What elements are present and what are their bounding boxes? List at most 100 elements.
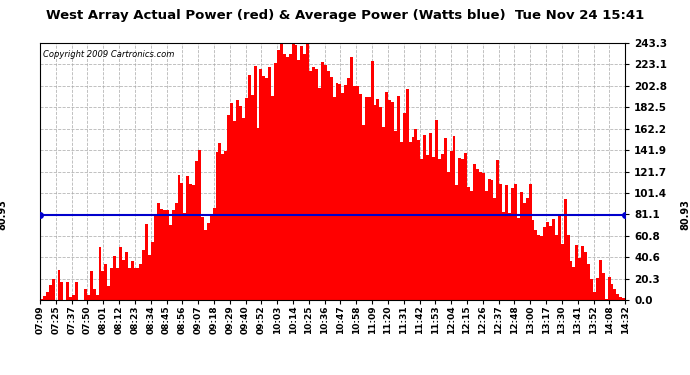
Bar <box>394 130 397 300</box>
Text: West Array Actual Power (red) & Average Power (Watts blue)  Tue Nov 24 15:41: West Array Actual Power (red) & Average … <box>46 9 644 22</box>
Bar <box>622 298 625 300</box>
Bar <box>184 213 186 300</box>
Bar <box>128 268 130 300</box>
Bar <box>353 86 356 300</box>
Bar <box>130 261 134 300</box>
Bar <box>250 95 254 300</box>
Bar <box>49 285 52 300</box>
Bar <box>584 252 587 300</box>
Bar <box>198 150 201 300</box>
Bar <box>122 260 125 300</box>
Bar <box>411 137 415 300</box>
Bar <box>134 268 137 300</box>
Bar <box>265 78 268 300</box>
Bar <box>125 252 128 300</box>
Bar <box>356 86 359 300</box>
Bar <box>373 105 377 300</box>
Bar <box>420 159 423 300</box>
Bar <box>538 235 540 300</box>
Bar <box>408 142 411 300</box>
Text: 80.93: 80.93 <box>0 199 7 230</box>
Bar <box>500 184 502 300</box>
Bar <box>446 172 450 300</box>
Bar <box>195 161 198 300</box>
Bar <box>104 264 108 300</box>
Text: Copyright 2009 Cartronics.com: Copyright 2009 Cartronics.com <box>43 50 175 58</box>
Bar <box>362 125 365 300</box>
Bar <box>192 185 195 300</box>
Bar <box>453 136 455 300</box>
Bar <box>245 98 248 300</box>
Bar <box>87 294 90 300</box>
Bar <box>277 50 280 300</box>
Bar <box>593 292 596 300</box>
Bar <box>306 42 309 300</box>
Bar <box>470 190 473 300</box>
Bar <box>157 203 160 300</box>
Bar <box>377 99 380 300</box>
Bar <box>315 69 318 300</box>
Bar <box>151 242 154 300</box>
Bar <box>271 96 274 300</box>
Bar <box>268 67 271 300</box>
Bar <box>169 225 172 300</box>
Bar <box>558 214 561 300</box>
Bar <box>213 208 215 300</box>
Bar <box>224 151 227 300</box>
Bar <box>365 97 368 300</box>
Bar <box>476 169 479 300</box>
Bar <box>338 84 342 300</box>
Bar <box>160 209 163 300</box>
Bar <box>587 264 590 300</box>
Bar <box>347 78 350 300</box>
Bar <box>204 230 207 300</box>
Bar <box>181 183 184 300</box>
Bar <box>312 66 315 300</box>
Bar <box>166 210 169 300</box>
Bar <box>61 282 63 300</box>
Bar <box>101 271 104 300</box>
Bar <box>616 294 620 300</box>
Bar <box>581 246 584 300</box>
Bar <box>488 179 491 300</box>
Bar <box>529 184 531 300</box>
Bar <box>321 62 324 300</box>
Bar <box>189 184 192 300</box>
Bar <box>318 88 321 300</box>
Bar <box>90 272 92 300</box>
Bar <box>578 258 581 300</box>
Bar <box>505 185 508 300</box>
Bar <box>564 199 566 300</box>
Bar <box>415 129 417 300</box>
Bar <box>397 96 400 300</box>
Bar <box>423 135 426 300</box>
Bar <box>604 299 608 300</box>
Bar <box>259 69 262 300</box>
Bar <box>613 290 616 300</box>
Bar <box>309 70 312 300</box>
Bar <box>432 157 435 300</box>
Bar <box>403 113 406 300</box>
Bar <box>327 71 330 300</box>
Bar <box>242 118 245 300</box>
Bar <box>113 256 116 300</box>
Bar <box>248 75 250 300</box>
Bar <box>523 202 526 300</box>
Bar <box>295 45 297 300</box>
Bar <box>108 285 110 300</box>
Bar <box>43 296 46 300</box>
Bar <box>215 152 219 300</box>
Bar <box>236 100 239 300</box>
Bar <box>350 57 353 300</box>
Bar <box>66 282 69 300</box>
Bar <box>110 268 113 300</box>
Bar <box>324 65 327 300</box>
Bar <box>508 213 511 300</box>
Bar <box>304 54 306 300</box>
Bar <box>300 46 304 300</box>
Bar <box>575 244 578 300</box>
Bar <box>569 261 573 300</box>
Bar <box>406 90 408 300</box>
Bar <box>254 66 257 300</box>
Bar <box>555 235 558 300</box>
